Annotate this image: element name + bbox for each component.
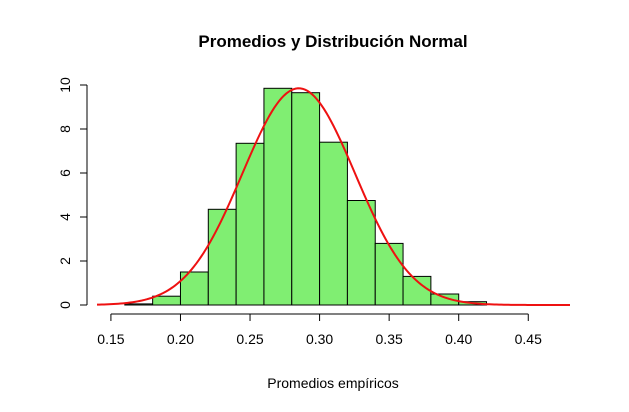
- y-tick-label: 0: [57, 301, 73, 309]
- y-tick-label: 2: [57, 257, 73, 265]
- x-axis: 0.15 0.20 0.25 0.30 0.35 0.40 0.45: [97, 313, 542, 347]
- x-tick-label: 0.40: [445, 331, 472, 347]
- x-tick-label: 0.45: [515, 331, 542, 347]
- x-tick-label: 0.25: [236, 331, 263, 347]
- chart-title: Promedios y Distribución Normal: [198, 32, 467, 51]
- y-tick-label: 10: [57, 77, 73, 93]
- histogram-bar: [430, 293, 460, 306]
- histogram-bar: [263, 87, 293, 306]
- x-tick-label: 0.35: [376, 331, 403, 347]
- histogram-bars: [124, 87, 488, 306]
- y-tick-label: 4: [57, 213, 73, 221]
- histogram-bar: [207, 208, 237, 306]
- y-tick-label: 8: [57, 125, 73, 133]
- y-axis: 0 2 4 6 8 10: [57, 77, 88, 309]
- histogram-bar: [124, 303, 154, 306]
- x-tick-label: 0.30: [306, 331, 333, 347]
- histogram-bar: [291, 92, 321, 306]
- histogram-bar: [152, 295, 181, 306]
- y-tick-label: 6: [57, 169, 73, 177]
- histogram-bar: [374, 242, 404, 306]
- histogram-bar: [319, 141, 348, 306]
- x-tick-label: 0.20: [167, 331, 194, 347]
- x-axis-label: Promedios empíricos: [267, 375, 399, 391]
- x-tick-label: 0.15: [97, 331, 124, 347]
- normal-curve: [96, 87, 570, 306]
- histogram-bar: [346, 200, 376, 306]
- histogram-bar: [235, 142, 265, 306]
